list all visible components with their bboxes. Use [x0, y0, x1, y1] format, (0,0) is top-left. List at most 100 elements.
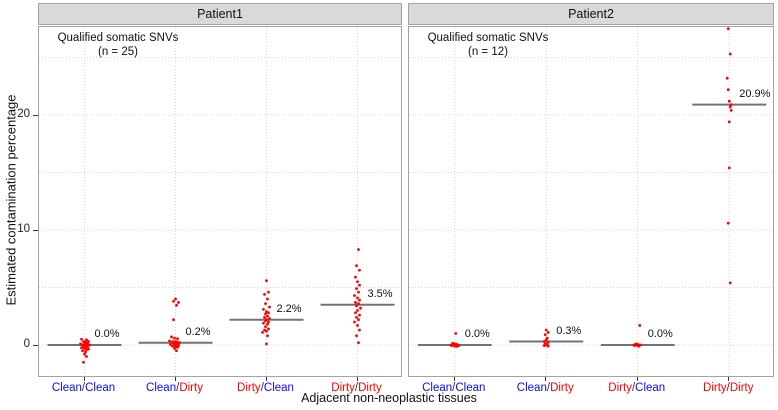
- data-point: [356, 309, 359, 312]
- facet-strip-patient1: Patient1: [38, 3, 402, 25]
- data-point: [266, 314, 269, 318]
- data-point: [262, 307, 265, 311]
- data-point: [266, 297, 269, 301]
- data-point: [80, 346, 83, 350]
- facet-strip-patient2: Patient2: [408, 3, 774, 25]
- panel-annotation-patient1: Qualified somatic SNVs (n = 25): [40, 31, 196, 59]
- data-point: [264, 325, 267, 328]
- data-point: [727, 120, 731, 124]
- x-axis-tick-mark: [356, 377, 358, 381]
- data-point: [356, 280, 359, 284]
- data-point: [353, 294, 356, 297]
- category-label-part: Dirty: [358, 382, 382, 394]
- data-point: [263, 293, 266, 296]
- data-point: [358, 298, 361, 302]
- panel-annotation-patient2: Qualified somatic SNVs (n = 12): [410, 31, 566, 59]
- data-point: [83, 352, 86, 356]
- data-point: [175, 303, 178, 307]
- data-point: [84, 340, 87, 344]
- annotation-line1: Qualified somatic SNVs: [427, 32, 549, 44]
- category-label-part: Clean: [455, 382, 486, 394]
- data-point: [266, 322, 269, 326]
- x-axis-tick-mark: [728, 377, 730, 381]
- y-tick-label: 20: [17, 108, 30, 120]
- data-point: [264, 319, 267, 323]
- plot-area-svg: [409, 27, 773, 376]
- data-point: [357, 341, 360, 345]
- data-point: [542, 340, 546, 343]
- mean-percentage-label: 3.5%: [367, 287, 393, 300]
- data-point: [357, 302, 360, 305]
- category-label-part: Clean: [85, 382, 116, 394]
- y-tick-label: 10: [17, 223, 30, 235]
- category-label-part: Clean: [51, 382, 82, 394]
- data-point: [543, 333, 547, 337]
- data-point: [358, 283, 361, 287]
- plot-area-svg: [39, 27, 401, 376]
- data-point: [267, 290, 270, 294]
- plot-panel-patient1: [38, 26, 402, 377]
- data-point: [171, 344, 174, 348]
- data-point: [174, 297, 177, 301]
- data-point: [353, 320, 356, 324]
- x-axis-tick-mark: [174, 377, 176, 381]
- mean-percentage-label: 2.2%: [276, 302, 302, 315]
- mean-percentage-label: 20.9%: [739, 87, 771, 100]
- data-point: [356, 296, 359, 300]
- data-point: [356, 324, 359, 327]
- category-label-slash: /: [726, 382, 730, 394]
- annotation-line1: Qualified somatic SNVs: [57, 32, 179, 44]
- data-point: [85, 338, 88, 342]
- data-point: [355, 304, 358, 308]
- data-point: [450, 344, 454, 347]
- data-point: [80, 337, 83, 341]
- data-point: [267, 327, 270, 331]
- plot-panel-patient2: [408, 26, 774, 377]
- data-point: [638, 324, 642, 327]
- data-point: [84, 350, 87, 354]
- data-point: [546, 344, 550, 348]
- data-point: [355, 334, 358, 338]
- data-point: [261, 330, 264, 334]
- category-label-part: Clean: [422, 382, 453, 394]
- category-label-part: Dirty: [237, 382, 261, 394]
- category-label-slash: /: [546, 382, 551, 394]
- data-point: [168, 339, 171, 343]
- category-label-slash: /: [354, 382, 359, 394]
- data-point: [354, 275, 357, 279]
- y-axis-title: Estimated contamination percentage: [3, 94, 19, 306]
- mean-percentage-label: 0.3%: [556, 324, 582, 337]
- data-point: [265, 329, 268, 333]
- data-point: [542, 344, 546, 347]
- x-category-label: Dirty/Dirty: [703, 382, 753, 394]
- facet-strip-label: Patient1: [197, 7, 243, 21]
- x-category-label: Clean/Dirty: [146, 382, 203, 394]
- data-point: [632, 343, 636, 347]
- data-point: [728, 105, 732, 109]
- category-label-part: Dirty: [179, 382, 203, 394]
- data-point: [81, 349, 84, 353]
- category-label-slash: /: [631, 382, 636, 394]
- data-point: [355, 287, 358, 291]
- data-point: [264, 312, 267, 316]
- category-label-part: Dirty: [608, 382, 632, 394]
- data-point: [355, 264, 358, 268]
- category-label-slash: /: [452, 382, 456, 394]
- annotation-line2: (n = 25): [98, 46, 138, 58]
- data-point: [726, 27, 730, 31]
- data-point: [457, 344, 461, 347]
- category-label-part: Dirty: [729, 382, 754, 394]
- data-point: [169, 343, 172, 346]
- category-label-slash: /: [176, 382, 180, 394]
- x-category-label: Clean/Dirty: [517, 382, 574, 394]
- data-point: [355, 316, 358, 319]
- category-label-part: Clean: [635, 382, 666, 394]
- x-category-label: Dirty/Clean: [237, 382, 294, 394]
- data-point: [173, 347, 176, 350]
- data-point: [354, 311, 357, 315]
- data-point: [544, 328, 548, 332]
- data-point: [267, 320, 270, 324]
- data-point: [727, 166, 731, 170]
- y-tick-label: 0: [23, 338, 30, 350]
- data-point: [87, 347, 90, 351]
